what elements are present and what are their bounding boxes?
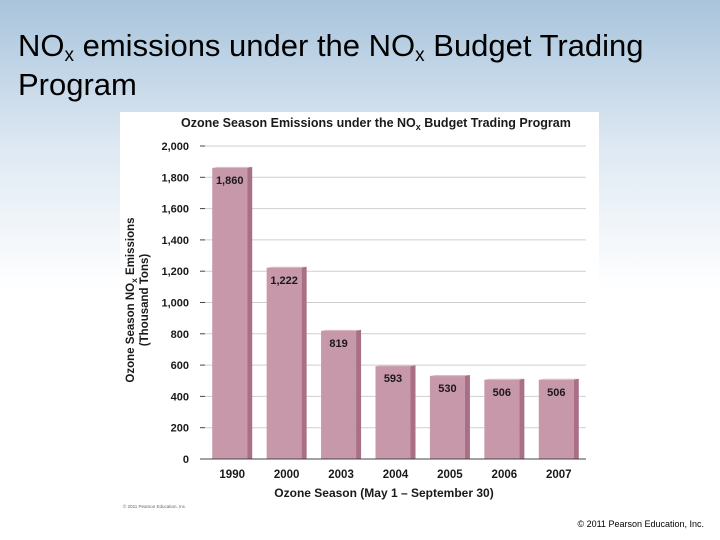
- bar-side: [410, 365, 416, 459]
- bar-value-label: 593: [384, 373, 402, 385]
- bar-top: [429, 375, 470, 377]
- footer-copyright: © 2011 Pearson Education, Inc.: [577, 519, 704, 529]
- y-axis-label: Ozone Season NOx Emissions(Thousand Tons…: [125, 217, 151, 382]
- y-tick-label: 1,000: [161, 298, 189, 310]
- chart-credit: © 2011 Pearson Education, Inc.: [123, 503, 186, 509]
- bar-value-label: 819: [329, 338, 347, 350]
- bar: [212, 167, 248, 459]
- bar: [429, 376, 465, 459]
- bar-side: [301, 266, 307, 459]
- chart-figure: Ozone Season Emissions under the NOx Bud…: [120, 112, 599, 511]
- y-tick-label: 1,600: [161, 204, 189, 216]
- bar-side: [464, 375, 470, 459]
- x-tick-label: 2007: [546, 469, 572, 481]
- y-tick-label: 400: [171, 391, 189, 403]
- bar: [538, 379, 574, 459]
- bar-top: [375, 365, 416, 367]
- bar-value-label: 1,860: [216, 175, 244, 187]
- bar-side: [519, 378, 525, 459]
- x-tick-label: 2004: [383, 469, 409, 481]
- x-tick-label: 1990: [219, 469, 245, 481]
- bar-top: [266, 266, 307, 268]
- y-tick-label: 800: [171, 329, 189, 341]
- chart-title: Ozone Season Emissions under the NOx Bud…: [181, 116, 571, 132]
- bar-value-label: 530: [438, 383, 456, 395]
- bar-top: [538, 378, 579, 380]
- emissions-bar-chart: Ozone Season Emissions under the NOx Bud…: [123, 116, 586, 509]
- bar: [375, 366, 411, 459]
- x-tick-label: 2006: [492, 469, 518, 481]
- x-tick-label: 2000: [274, 469, 300, 481]
- bar-value-label: 506: [493, 387, 511, 399]
- y-tick-label: 0: [183, 454, 189, 466]
- x-tick-label: 2005: [437, 469, 463, 481]
- bar-top: [212, 166, 253, 168]
- y-tick-label: 1,400: [161, 235, 189, 247]
- y-tick-label: 1,200: [161, 266, 189, 278]
- bar: [266, 267, 302, 459]
- y-tick-label: 1,800: [161, 172, 189, 184]
- bar-side: [356, 329, 362, 459]
- bar-top: [321, 329, 362, 331]
- bar-value-label: 1,222: [270, 275, 298, 287]
- x-axis-label: Ozone Season (May 1 – September 30): [274, 486, 493, 500]
- bar-top: [484, 378, 525, 380]
- slide-title: NOx emissions under the NOx Budget Tradi…: [18, 28, 644, 102]
- bar-value-label: 506: [547, 387, 565, 399]
- y-tick-label: 2,000: [161, 141, 189, 153]
- y-tick-label: 200: [171, 423, 189, 435]
- bar: [321, 330, 357, 459]
- bar-side: [247, 166, 253, 459]
- x-tick-label: 2003: [328, 469, 354, 481]
- y-tick-label: 600: [171, 360, 189, 372]
- bar: [484, 379, 520, 459]
- bar-side: [573, 378, 579, 459]
